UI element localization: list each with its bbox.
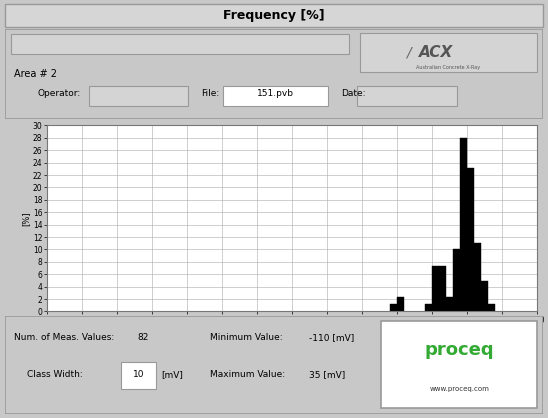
Bar — [390, 304, 397, 311]
Text: Class Width:: Class Width: — [27, 370, 83, 379]
Bar — [439, 266, 446, 311]
Text: Frequency [%]: Frequency [%] — [223, 9, 325, 22]
FancyBboxPatch shape — [357, 86, 456, 106]
FancyBboxPatch shape — [360, 33, 537, 72]
Text: -110 [mV]: -110 [mV] — [309, 333, 354, 342]
Bar — [397, 296, 404, 311]
X-axis label: Potential against Copper-Copper Sulphate Electrode [mV]: Potential against Copper-Copper Sulphate… — [132, 329, 452, 339]
Bar — [453, 250, 460, 311]
Bar — [446, 296, 453, 311]
Text: [mV]: [mV] — [161, 370, 183, 379]
FancyBboxPatch shape — [5, 29, 543, 119]
FancyBboxPatch shape — [5, 4, 543, 27]
Bar — [467, 168, 474, 311]
Y-axis label: [%]: [%] — [21, 211, 30, 226]
Text: proceq: proceq — [425, 341, 494, 359]
Bar — [432, 266, 439, 311]
Text: Australian Concrete X-Ray: Australian Concrete X-Ray — [416, 65, 481, 70]
Text: 35 [mV]: 35 [mV] — [309, 370, 345, 379]
Text: Date:: Date: — [341, 89, 366, 99]
Text: 10: 10 — [133, 370, 145, 379]
Text: Maximum Value:: Maximum Value: — [209, 370, 284, 379]
Text: File:: File: — [202, 89, 220, 99]
FancyBboxPatch shape — [223, 86, 328, 106]
Text: Minimum Value:: Minimum Value: — [209, 333, 282, 342]
Bar — [474, 243, 481, 311]
Text: Num. of Meas. Values:: Num. of Meas. Values: — [14, 333, 114, 342]
FancyBboxPatch shape — [11, 34, 349, 54]
FancyBboxPatch shape — [381, 321, 537, 408]
FancyBboxPatch shape — [121, 362, 156, 389]
Bar — [481, 281, 488, 311]
Bar — [488, 304, 495, 311]
FancyBboxPatch shape — [5, 316, 543, 414]
Text: /: / — [406, 46, 410, 60]
Text: ACX: ACX — [419, 45, 453, 60]
Bar — [460, 138, 467, 311]
Bar — [425, 304, 432, 311]
Text: 82: 82 — [137, 333, 149, 342]
Text: Area # 2: Area # 2 — [14, 69, 56, 79]
Text: www.proceq.com: www.proceq.com — [429, 386, 489, 392]
Text: 151.pvb: 151.pvb — [256, 89, 294, 99]
FancyBboxPatch shape — [89, 86, 188, 106]
Text: Operator:: Operator: — [38, 89, 81, 99]
